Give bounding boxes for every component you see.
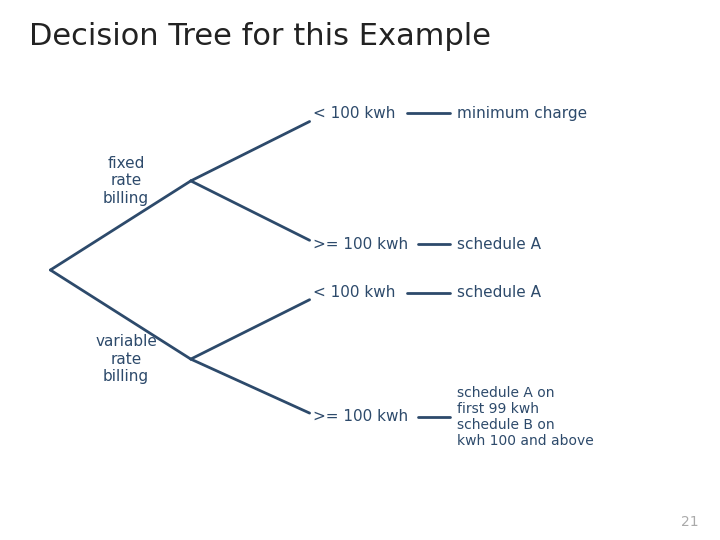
Text: fixed
rate
billing: fixed rate billing (103, 156, 149, 206)
Text: < 100 kwh: < 100 kwh (313, 285, 395, 300)
Text: < 100 kwh: < 100 kwh (313, 106, 395, 121)
Text: Decision Tree for this Example: Decision Tree for this Example (29, 22, 491, 51)
Text: 21: 21 (681, 515, 698, 529)
Text: schedule A: schedule A (457, 237, 541, 252)
Text: >= 100 kwh: >= 100 kwh (313, 409, 408, 424)
Text: >= 100 kwh: >= 100 kwh (313, 237, 408, 252)
Text: variable
rate
billing: variable rate billing (95, 334, 157, 384)
Text: schedule A on
first 99 kwh
schedule B on
kwh 100 and above: schedule A on first 99 kwh schedule B on… (457, 386, 594, 448)
Text: minimum charge: minimum charge (457, 106, 588, 121)
Text: schedule A: schedule A (457, 285, 541, 300)
